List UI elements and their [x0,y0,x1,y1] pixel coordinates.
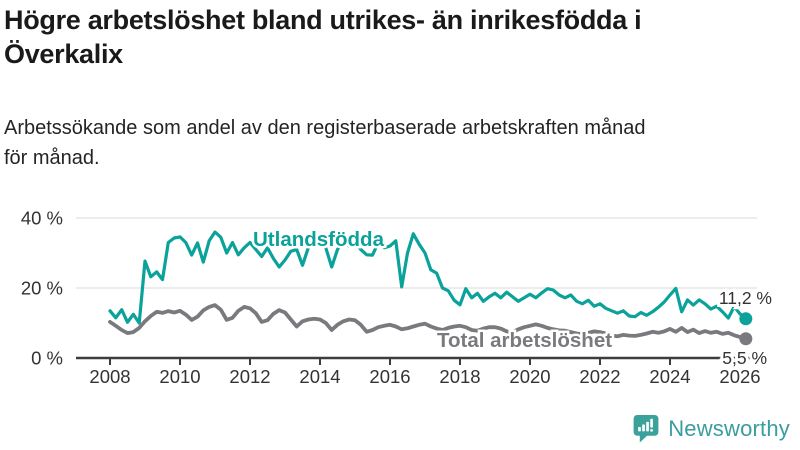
end-value-label-utlandsfodda: 11,2 % [719,288,772,308]
series-line-utlandsfodda [108,230,748,325]
x-axis-tick-label: 2018 [439,366,480,387]
y-axis-tick-label: 20 % [21,278,63,299]
page-title-line-1: Högre arbetslöshet bland utrikes- än inr… [4,5,642,35]
series-label-utlandsfodda: Utlandsfödda [253,228,385,251]
bar-chart-speech-bubble-icon [633,415,659,443]
chart-subtitle: Arbetssökande som andel av den registerb… [4,113,796,173]
x-axis-tick-label: 2014 [299,366,340,387]
logo-bubble-shape [633,415,659,443]
chart-subtitle-line-2: för månad. [4,147,100,169]
series-line-total [108,303,748,341]
x-axis-tick-label: 2010 [159,366,200,387]
series-label-total-arbetsloshet: Total arbetslöshet [437,329,612,352]
series-end-dot-utlandsfodda [739,312,753,326]
newsworthy-logo: Newsworthy [632,412,790,446]
chart-subtitle-line-1: Arbetssökande som andel av den registerb… [4,117,646,139]
page-title: Högre arbetslöshet bland utrikes- än inr… [4,3,796,71]
y-axis-tick-label: 40 % [21,208,63,229]
page-title-line-2: Överkalix [4,39,123,69]
newsworthy-logo-text: Newsworthy [668,416,790,441]
x-axis-tick-label: 2008 [89,366,130,387]
y-axis-tick-label: 0 % [31,348,63,369]
x-axis-tick-label: 2016 [369,366,410,387]
x-axis-tick-label: 2012 [229,366,270,387]
chart-header: Högre arbetslöshet bland utrikes- än inr… [4,3,796,71]
series-end-dot-total [739,332,753,346]
x-axis-tick-label: 2026 [719,366,760,387]
logo-bars [638,418,654,432]
x-axis-tick-label: 2020 [509,366,550,387]
end-value-label-total: 5,5 % [722,348,767,368]
x-axis-tick-label: 2024 [649,366,690,387]
x-axis-tick-label: 2022 [579,366,620,387]
